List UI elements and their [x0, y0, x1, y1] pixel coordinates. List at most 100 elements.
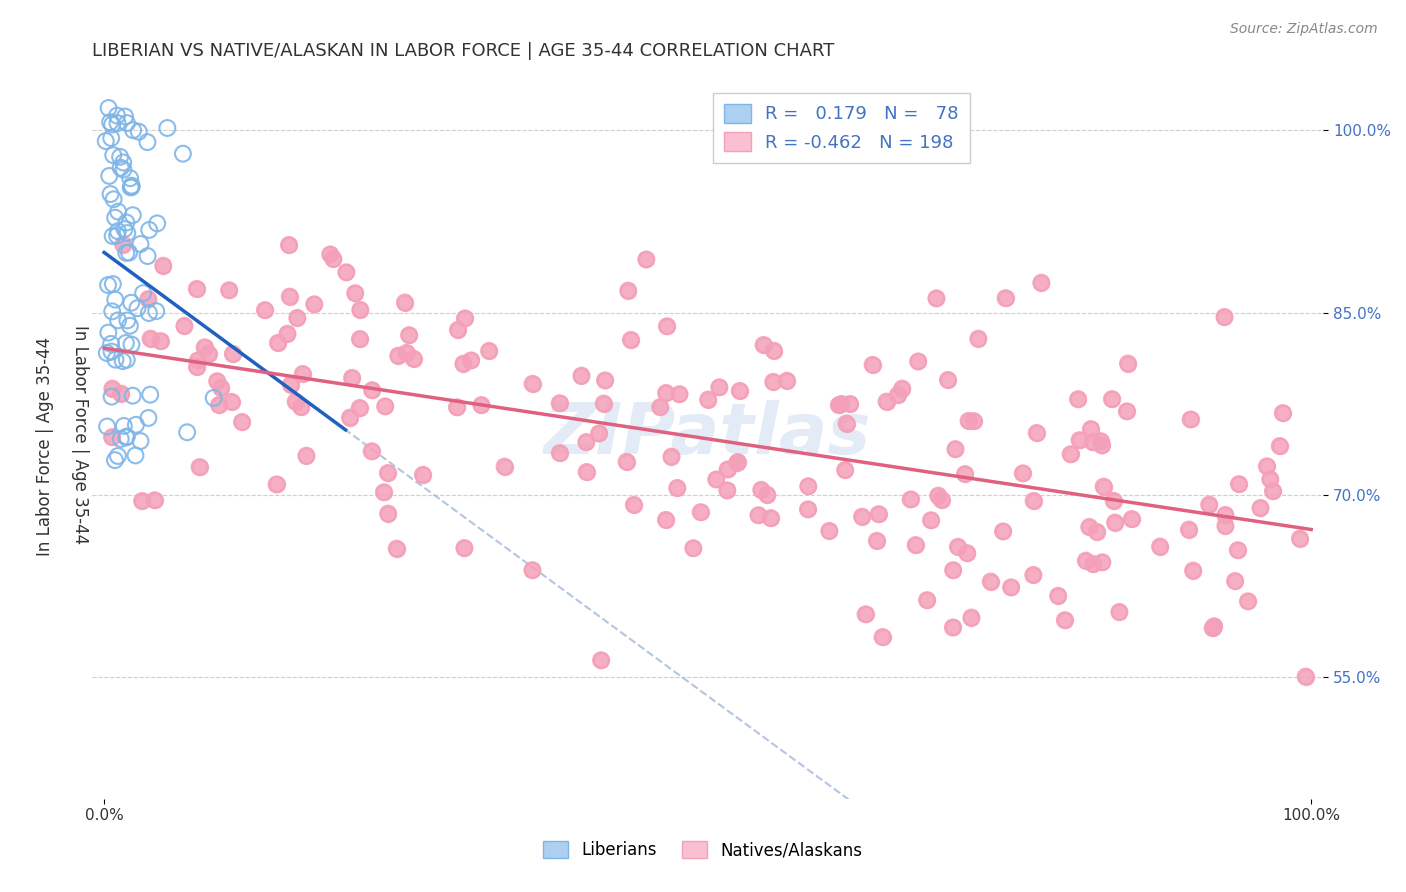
Point — [110, 432, 132, 446]
Point — [953, 467, 976, 481]
Point — [575, 465, 598, 479]
Point — [1213, 310, 1236, 324]
Point — [956, 546, 979, 560]
Point — [129, 237, 152, 252]
Point — [349, 302, 371, 317]
Point — [1091, 438, 1114, 452]
Point — [1250, 500, 1272, 515]
Point — [920, 513, 942, 527]
Point — [942, 620, 965, 634]
Point — [1101, 392, 1123, 406]
Point — [280, 377, 302, 392]
Point — [655, 386, 678, 401]
Point — [1080, 422, 1102, 436]
Point — [1080, 422, 1102, 436]
Point — [876, 394, 898, 409]
Point — [1067, 392, 1090, 407]
Point — [967, 332, 990, 346]
Point — [115, 430, 138, 444]
Point — [1059, 447, 1081, 461]
Point — [104, 352, 127, 367]
Point — [1295, 669, 1317, 683]
Point — [121, 180, 143, 194]
Point — [891, 382, 914, 396]
Point — [173, 318, 195, 333]
Point — [360, 444, 382, 458]
Point — [172, 146, 194, 161]
Point — [101, 382, 124, 396]
Point — [655, 513, 678, 527]
Point — [650, 400, 672, 414]
Point — [173, 318, 195, 333]
Point — [291, 367, 314, 381]
Point — [709, 380, 731, 394]
Point — [395, 346, 418, 360]
Point — [186, 282, 208, 296]
Point — [575, 435, 598, 450]
Point — [1053, 613, 1076, 627]
Point — [131, 494, 153, 508]
Point — [278, 289, 301, 303]
Point — [222, 347, 245, 361]
Point — [593, 374, 616, 388]
Point — [1182, 564, 1205, 578]
Point — [129, 434, 152, 448]
Point — [395, 346, 418, 360]
Point — [374, 400, 396, 414]
Point — [208, 398, 231, 412]
Point — [818, 524, 841, 538]
Point — [96, 419, 118, 434]
Point — [960, 610, 983, 624]
Point — [1256, 459, 1278, 474]
Point — [101, 382, 124, 396]
Point — [762, 343, 785, 358]
Point — [253, 303, 276, 318]
Point — [115, 336, 138, 351]
Point — [1250, 500, 1272, 515]
Point — [194, 340, 217, 354]
Point — [478, 343, 501, 358]
Point — [1256, 459, 1278, 474]
Point — [127, 301, 149, 316]
Point — [138, 411, 160, 425]
Point — [121, 337, 143, 351]
Point — [1115, 404, 1137, 418]
Point — [1022, 568, 1045, 582]
Point — [385, 541, 408, 556]
Point — [616, 455, 638, 469]
Point — [295, 449, 318, 463]
Point — [1215, 518, 1237, 533]
Point — [716, 462, 738, 476]
Point — [953, 467, 976, 481]
Point — [124, 449, 146, 463]
Point — [97, 101, 120, 115]
Point — [716, 462, 738, 476]
Point — [349, 332, 371, 346]
Point — [221, 394, 243, 409]
Point — [377, 466, 399, 480]
Text: In Labor Force | Age 35-44: In Labor Force | Age 35-44 — [37, 336, 53, 556]
Point — [139, 387, 162, 401]
Point — [1295, 669, 1317, 683]
Point — [118, 318, 141, 333]
Point — [374, 400, 396, 414]
Point — [868, 507, 890, 521]
Point — [139, 332, 162, 346]
Point — [149, 334, 172, 348]
Point — [650, 400, 672, 414]
Point — [276, 326, 298, 341]
Point — [1268, 439, 1291, 453]
Point — [373, 485, 395, 500]
Point — [1102, 494, 1125, 508]
Point — [138, 306, 160, 320]
Point — [104, 293, 127, 307]
Point — [522, 563, 544, 577]
Point — [197, 347, 219, 361]
Point — [103, 148, 125, 162]
Point — [278, 289, 301, 303]
Point — [107, 116, 129, 130]
Point — [105, 228, 128, 243]
Point — [762, 375, 785, 389]
Point — [697, 392, 720, 407]
Point — [340, 371, 363, 385]
